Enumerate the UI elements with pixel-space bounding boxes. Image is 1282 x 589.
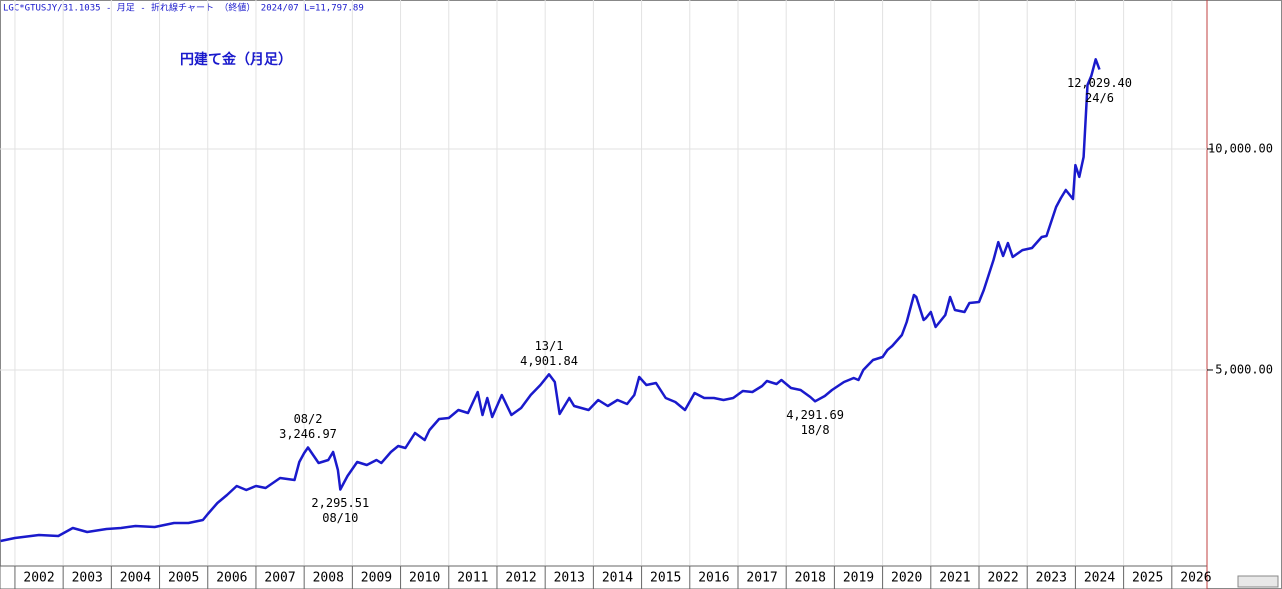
x-tick-label: 2004 <box>120 571 151 586</box>
x-tick-label: 2023 <box>1036 571 1067 586</box>
value-label: 12,029.40 <box>1067 76 1132 90</box>
x-tick-label: 2020 <box>891 571 922 586</box>
chart-title: 円建て金（月足） <box>180 51 292 68</box>
date-label: 08/10 <box>322 511 358 525</box>
x-tick-label: 2025 <box>1132 571 1163 586</box>
x-tick-label: 2019 <box>843 571 874 586</box>
x-tick-label: 2012 <box>505 571 536 586</box>
date-label: 13/1 <box>535 339 564 353</box>
value-label: 2,295.51 <box>311 496 369 510</box>
x-tick-label: 2006 <box>216 571 247 586</box>
value-label: 4,901.84 <box>520 354 578 368</box>
x-tick-label: 2018 <box>795 571 826 586</box>
price-line <box>0 58 1101 543</box>
x-tick-label: 2002 <box>23 571 54 586</box>
date-label: 24/6 <box>1085 91 1114 105</box>
scroll-box <box>1237 575 1279 588</box>
header: LGC*GTUSJY/31.1035 - 月足 - 折れ線チャート （終値） 2… <box>3 2 364 14</box>
x-tick-label: 2009 <box>361 571 392 586</box>
x-tick-label: 2013 <box>554 571 585 586</box>
x-tick-label: 2017 <box>746 571 777 586</box>
x-tick-label: 2011 <box>457 571 488 586</box>
y-tick-label: 5,000.00 <box>1215 362 1273 376</box>
x-tick-label: 2021 <box>939 571 970 586</box>
x-tick-label: 2003 <box>72 571 103 586</box>
x-tick-label: 2008 <box>313 571 344 586</box>
value-label: 4,291.69 <box>786 408 844 422</box>
x-tick-label: 2010 <box>409 571 440 586</box>
y-tick-label: 10,000.00 <box>1208 141 1273 155</box>
value-label: 3,246.97 <box>279 427 337 441</box>
x-tick-label: 2014 <box>602 571 633 586</box>
x-tick-label: 2024 <box>1084 571 1115 586</box>
x-tick-label: 2016 <box>698 571 729 586</box>
x-tick-label: 2026 <box>1180 571 1211 586</box>
date-label: 18/8 <box>801 423 830 437</box>
x-tick-label: 2007 <box>264 571 295 586</box>
x-tick-label: 2015 <box>650 571 681 586</box>
date-label: 08/2 <box>294 412 323 426</box>
x-tick-label: 2022 <box>987 571 1018 586</box>
x-tick-label: 2005 <box>168 571 199 586</box>
